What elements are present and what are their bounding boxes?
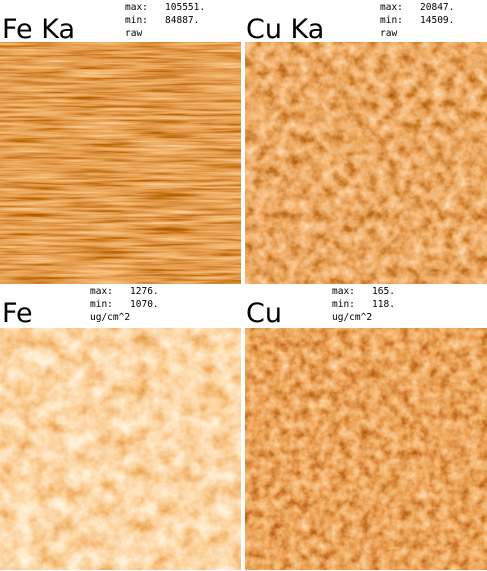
panel-label: Fe <box>2 298 33 329</box>
stat-line: min: 14509. <box>380 15 454 26</box>
stat-line: max: 165. <box>332 286 395 297</box>
stat-line: raw <box>125 28 142 39</box>
stat-line: max: 105551. <box>125 2 205 13</box>
stat-line: max: 1276. <box>90 286 159 297</box>
panel-label: Cu <box>246 298 282 329</box>
stat-line: min: 118. <box>332 299 395 310</box>
stat-line: min: 84887. <box>125 15 199 26</box>
panel-label: Cu Ka <box>246 14 324 45</box>
stat-line: max: 20847. <box>380 2 454 13</box>
cu-ka-map <box>245 42 487 284</box>
fe-map <box>0 328 241 570</box>
stat-line: ug/cm^2 <box>332 312 372 323</box>
stat-line: ug/cm^2 <box>90 312 130 323</box>
panel-label: Fe Ka <box>2 14 75 45</box>
stat-line: raw <box>380 28 397 39</box>
fe-ka-map <box>0 42 241 284</box>
cu-map <box>245 328 487 570</box>
stat-line: min: 1070. <box>90 299 159 310</box>
